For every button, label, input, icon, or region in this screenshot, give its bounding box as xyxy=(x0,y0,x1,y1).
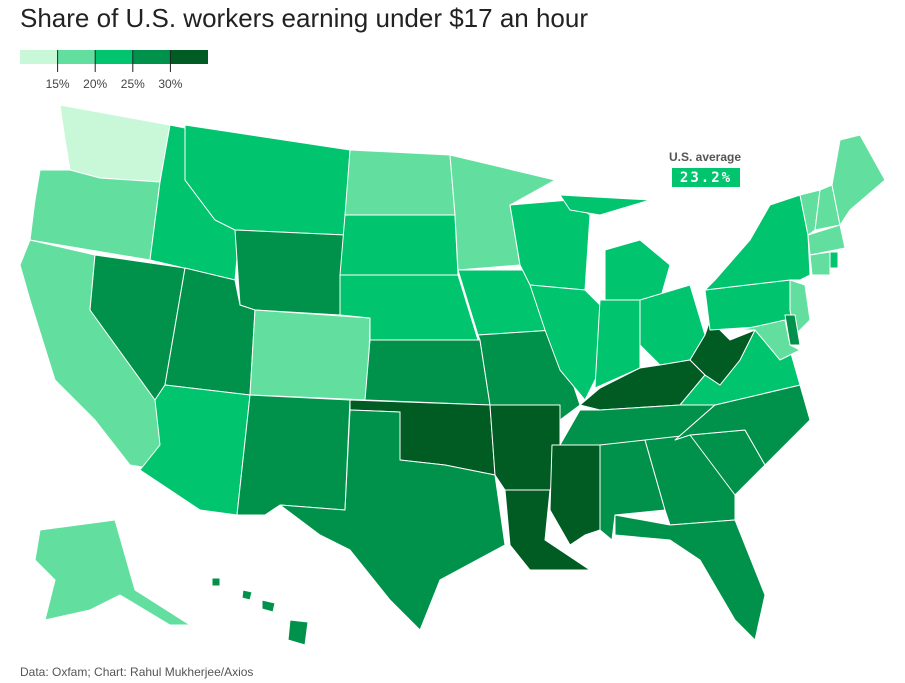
state xyxy=(261,599,276,613)
state xyxy=(489,404,561,491)
legend-swatch xyxy=(57,50,96,64)
state xyxy=(344,149,456,216)
legend-swatch xyxy=(20,50,58,64)
legend-tick-label: 15% xyxy=(46,77,70,91)
legend-tick-label: 25% xyxy=(121,77,145,91)
legend-tick-label: 30% xyxy=(158,77,182,91)
map xyxy=(19,104,886,646)
average-badge xyxy=(672,168,740,187)
state xyxy=(279,409,506,631)
state xyxy=(364,339,491,406)
state xyxy=(549,444,601,546)
legend-swatch xyxy=(170,50,208,64)
legend-swatch xyxy=(132,50,171,64)
state xyxy=(739,319,801,361)
source-note: Data: Oxfam; Chart: Rahul Mukherjee/Axio… xyxy=(20,665,253,679)
state xyxy=(831,134,886,226)
state xyxy=(139,384,251,516)
average-label: U.S. average xyxy=(669,150,741,164)
state xyxy=(829,251,839,269)
state xyxy=(807,224,846,256)
average-value: 23.2% xyxy=(680,170,732,186)
state xyxy=(529,284,601,401)
state xyxy=(234,229,346,316)
state xyxy=(504,489,591,571)
state xyxy=(704,194,811,291)
state xyxy=(59,104,171,183)
state xyxy=(559,194,651,216)
state xyxy=(614,514,766,641)
state xyxy=(809,251,831,276)
state xyxy=(604,239,671,301)
state xyxy=(339,214,459,276)
chart-title: Share of U.S. workers earning under $17 … xyxy=(20,3,588,33)
state xyxy=(241,589,253,601)
state xyxy=(34,519,191,626)
state xyxy=(287,619,309,646)
state xyxy=(236,394,351,516)
legend-tick-label: 20% xyxy=(83,77,107,91)
state xyxy=(249,309,371,401)
legend-swatch xyxy=(95,50,133,64)
state xyxy=(211,577,221,587)
legend: 15% 20% 25% 30% xyxy=(20,50,208,91)
